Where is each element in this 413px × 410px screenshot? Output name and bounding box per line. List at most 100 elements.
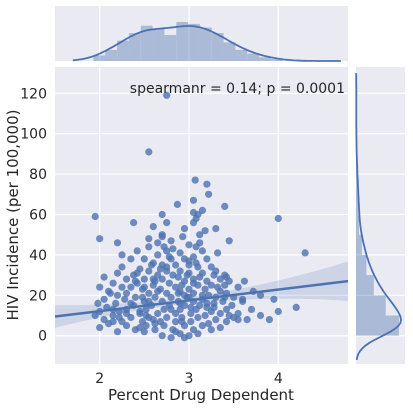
scatter-point [145, 297, 153, 305]
scatter-point [240, 277, 248, 285]
scatter-point [210, 299, 218, 307]
scatter-point [214, 249, 222, 257]
top-histogram-bar [271, 59, 283, 61]
right-histogram-bar [356, 275, 374, 296]
scatter-point [216, 324, 224, 332]
scatter-point [136, 307, 144, 316]
scatter-point [169, 271, 177, 279]
scatter-point [212, 316, 220, 324]
scatter-point [274, 214, 282, 223]
scatter-point [256, 311, 265, 320]
scatter-point [160, 305, 168, 313]
right-histogram-bar [356, 295, 386, 316]
scatter-point [142, 322, 150, 330]
scatter-point [167, 237, 175, 245]
scatter-point [185, 241, 193, 249]
scatter-point [301, 249, 309, 257]
scatter-point [127, 283, 135, 291]
scatter-point [205, 190, 213, 198]
y-tick-label: 60 [29, 207, 47, 223]
scatter-point [158, 275, 166, 283]
top-histogram-bar [223, 42, 236, 61]
scatter-point [212, 267, 220, 275]
scatter-point [167, 305, 175, 313]
scatter-point [122, 322, 131, 330]
top-histogram-bar [247, 53, 260, 61]
y-tick-label: 80 [29, 167, 47, 183]
scatter-point [212, 225, 220, 233]
scatter-point [149, 223, 157, 231]
scatter-point [100, 295, 108, 303]
scatter-point [133, 269, 141, 277]
scatter-point [96, 324, 104, 332]
scatter-point [207, 281, 215, 289]
scatter-point [149, 275, 157, 283]
scatter-point [154, 251, 162, 259]
scatter-point [189, 279, 198, 287]
scatter-point [151, 320, 159, 328]
scatter-point [292, 303, 300, 311]
scatter-point [207, 326, 215, 334]
scatter-point [178, 281, 186, 289]
right-histogram-bar [356, 214, 359, 235]
scatter-point [187, 309, 195, 318]
scatter-point [158, 210, 166, 219]
scatter-point [151, 293, 159, 301]
scatter-point [221, 271, 229, 279]
scatter-point [145, 235, 153, 243]
scatter-point [239, 295, 247, 303]
scatter-point [118, 263, 126, 271]
top-histogram-bar [259, 57, 271, 61]
scatter-point [130, 219, 138, 227]
scatter-point [176, 249, 184, 257]
scatter-point [145, 148, 153, 156]
scatter-point [205, 320, 213, 328]
scatter-point [201, 285, 209, 293]
right-marginal-grid [356, 92, 405, 337]
scatter-point [196, 239, 204, 247]
scatter-point [172, 328, 180, 336]
x-tick-label: 2 [95, 371, 104, 387]
right-histogram-bar [356, 174, 358, 195]
scatter-point [158, 233, 166, 241]
scatter-point [100, 273, 108, 281]
top-marginal-grid [99, 6, 279, 61]
scatter-point [189, 219, 198, 227]
scatter-point [234, 316, 242, 324]
scatter-point [94, 299, 102, 307]
scatter-point [183, 271, 191, 279]
scatter-point [191, 176, 199, 184]
scatter-point [180, 225, 189, 233]
top-histogram-bar [176, 22, 189, 61]
scatter-point [158, 332, 166, 340]
scatter-point [151, 326, 159, 334]
top-histogram-bar [140, 25, 153, 61]
scatter-point [203, 180, 211, 188]
scatter-point [91, 212, 99, 221]
scatter-point [243, 316, 251, 324]
scatter-point [172, 318, 180, 326]
scatter-point [169, 245, 177, 253]
scatter-point [172, 261, 180, 269]
scatter-point [113, 269, 122, 277]
right-marginal-kde-curve [355, 73, 402, 361]
scatter-point [194, 330, 202, 338]
scatter-point [91, 311, 99, 320]
scatter-point [167, 334, 175, 342]
top-marginal-kde-curve [72, 25, 341, 62]
top-histogram-bar [93, 55, 106, 61]
scatter-point [127, 299, 135, 307]
scatter-point [147, 261, 156, 269]
scatter-point [142, 305, 150, 313]
scatter-point [113, 239, 122, 247]
scatter-point [192, 259, 200, 267]
scatter-point [96, 283, 104, 291]
scatter-point [131, 293, 139, 301]
scatter-point [203, 255, 211, 263]
top-marginal-histogram [93, 22, 283, 62]
scatter-point [216, 309, 224, 318]
y-tick-label: 0 [38, 329, 47, 345]
scatter-point [198, 291, 206, 299]
scatter-point [163, 247, 171, 255]
